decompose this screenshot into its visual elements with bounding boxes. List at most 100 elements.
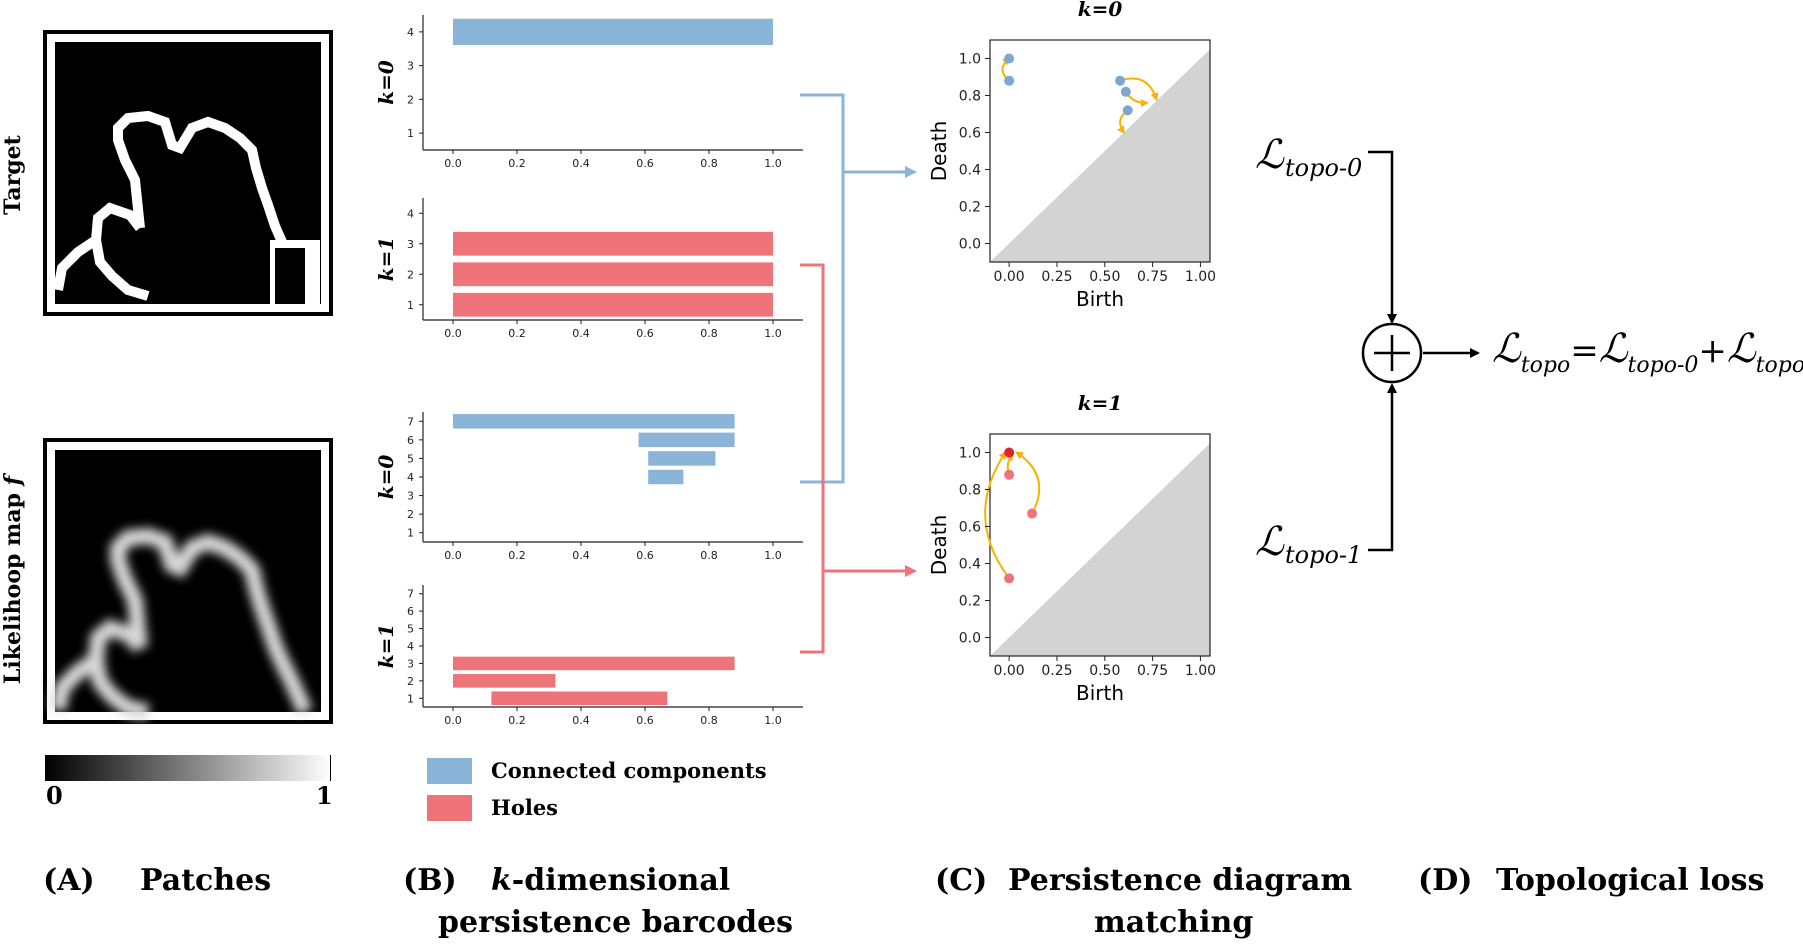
y-tick-label: 4 — [407, 640, 414, 653]
y-tick-label: 3 — [407, 657, 414, 670]
x-tick-label: 0.50 — [1089, 269, 1120, 285]
y-tick-label: 0.6 — [959, 520, 981, 536]
loss-topo0-subscript: topo-0 — [1285, 154, 1362, 182]
barcode-bar — [453, 18, 773, 46]
y-tick-label: 0.6 — [959, 126, 981, 142]
diagram-point — [1122, 105, 1133, 116]
x-tick-label: 0.4 — [572, 327, 590, 340]
loss-topo0: ℒ topo-0 — [1255, 132, 1362, 182]
sum-node — [1361, 322, 1423, 384]
diagram-point — [1004, 573, 1015, 584]
caption-d-label: (D) — [1418, 863, 1472, 898]
x-tick-label: 0.75 — [1137, 269, 1168, 285]
y-tick-label: 0.0 — [959, 237, 981, 253]
diagram-point — [1004, 447, 1015, 458]
y-tick-label: 2 — [407, 93, 414, 106]
barcode-bar — [453, 262, 773, 287]
loss-total-equation: ℒtopo=ℒtopo-0+ℒtopo-1 — [1492, 326, 1803, 378]
x-tick-label: 0.2 — [508, 714, 526, 727]
y-tick-label: 1.0 — [959, 52, 981, 68]
y-tick-label: 7 — [407, 415, 414, 428]
x-tick-label: 0.0 — [444, 549, 462, 562]
x-axis-label: Birth — [1076, 681, 1124, 705]
caption-a-title: Patches — [140, 863, 271, 898]
x-tick-label: 1.0 — [764, 714, 782, 727]
y-tick-label: 0.8 — [959, 483, 981, 499]
x-tick-label: 0.2 — [508, 157, 526, 170]
diagram-point — [1004, 53, 1015, 64]
legend-components-label: Connected components — [491, 758, 767, 783]
y-tick-label: 0.4 — [959, 163, 981, 179]
caption-b-label: (B) — [403, 863, 457, 898]
y-tick-label: 5 — [407, 623, 414, 636]
x-tick-label: 1.00 — [1185, 269, 1216, 285]
barcode-bar — [638, 432, 735, 448]
x-tick-label: 0.8 — [700, 157, 718, 170]
diagram-point — [1027, 508, 1038, 519]
diagram-title: k=0 — [1078, 0, 1123, 21]
caption-c-title-2: matching — [1094, 905, 1253, 940]
y-tick-label: 1.0 — [959, 446, 981, 462]
legend-components-swatch — [427, 758, 472, 784]
x-tick-label: 0.4 — [572, 714, 590, 727]
barcode-bar — [453, 292, 773, 317]
y-tick-label: 3 — [407, 490, 414, 503]
y-tick-label: 1 — [407, 527, 414, 540]
caption-a-label: (A) — [43, 863, 95, 898]
caption-c-title-1: Persistence diagram — [1008, 863, 1352, 898]
diagram-point — [1115, 75, 1126, 86]
loss-topo0-symbol: ℒ — [1255, 132, 1285, 178]
y-axis-label: Death — [927, 121, 951, 181]
barcode-target-k1: 0.0 0.2 0.4 0.6 0.8 1.0 1 2 3 4 k=1 — [374, 198, 803, 340]
x-tick-label: 0.6 — [636, 714, 654, 727]
y-tick-label: 6 — [407, 434, 414, 447]
x-tick-label: 0.6 — [636, 549, 654, 562]
x-tick-label: 0.0 — [444, 714, 462, 727]
x-tick-label: 0.8 — [700, 327, 718, 340]
diagram-point — [1120, 86, 1131, 97]
x-tick-label: 0.00 — [994, 663, 1025, 679]
y-tick-label: 2 — [407, 268, 414, 281]
legend-holes-swatch — [427, 795, 472, 821]
y-tick-label: 0.2 — [959, 200, 981, 216]
loss-topo1-subscript: topo-1 — [1285, 541, 1362, 569]
barcode-title: k=0 — [374, 455, 398, 500]
y-tick-label: 1 — [407, 127, 414, 140]
x-tick-label: 1.00 — [1185, 663, 1216, 679]
target-label: Target — [0, 134, 26, 214]
x-tick-label: 0.4 — [572, 549, 590, 562]
x-tick-label: 0.8 — [700, 549, 718, 562]
x-tick-label: 1.0 — [764, 157, 782, 170]
y-tick-label: 1 — [407, 299, 414, 312]
y-tick-label: 4 — [407, 207, 414, 220]
barcode-bar — [453, 656, 735, 671]
y-tick-label: 0.2 — [959, 594, 981, 610]
plot-frame — [989, 39, 1211, 263]
y-tick-label: 3 — [407, 238, 414, 251]
colorbar — [45, 755, 331, 781]
caption-b-title-1: k-dimensional — [491, 863, 730, 898]
diagram-point — [1004, 469, 1015, 480]
likelihood-label: Likelihoop map f — [0, 472, 26, 684]
x-tick-label: 0.2 — [508, 549, 526, 562]
matching-arrow — [1015, 451, 1041, 515]
barcode-title: k=1 — [374, 624, 398, 669]
diagram-point — [1004, 75, 1015, 86]
y-tick-label: 0.4 — [959, 557, 981, 573]
matching-arrow — [984, 450, 1010, 579]
y-tick-label: 0.8 — [959, 89, 981, 105]
barcode-bar — [453, 414, 735, 429]
persistence-diagram-k1: 0.00 0.25 0.50 0.75 1.00 0.0 0.2 0.4 0.6 0.8 1.0 Bi… — [927, 391, 1216, 705]
x-tick-label: 0.50 — [1089, 663, 1120, 679]
barcode-bar — [491, 691, 668, 706]
target-patch — [43, 30, 333, 316]
loss-arrows — [1368, 150, 1480, 552]
y-tick-label: 0.0 — [959, 631, 981, 647]
x-tick-label: 0.6 — [636, 327, 654, 340]
x-tick-label: 0.25 — [1041, 663, 1072, 679]
x-tick-label: 0.25 — [1041, 269, 1072, 285]
x-tick-label: 1.0 — [764, 549, 782, 562]
y-tick-label: 2 — [407, 675, 414, 688]
y-tick-label: 6 — [407, 605, 414, 618]
y-tick-label: 7 — [407, 588, 414, 601]
